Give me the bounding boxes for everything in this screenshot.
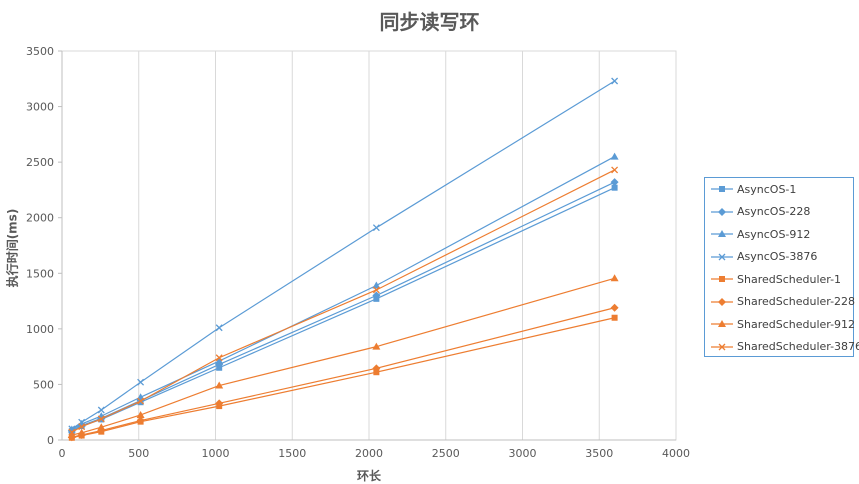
legend-swatch: [711, 276, 733, 282]
legend-item: SharedScheduler-3876: [711, 338, 859, 356]
point-marker: [719, 276, 725, 282]
point-marker: [719, 186, 725, 192]
point-marker: [78, 423, 86, 431]
legend: AsyncOS-1 AsyncOS-228 AsyncOS-912 AsyncOS-3…: [704, 177, 859, 357]
y-tick-label: 2500: [26, 156, 54, 169]
legend-item: AsyncOS-912: [711, 225, 810, 243]
legend-label: AsyncOS-3876: [737, 250, 818, 263]
point-marker: [215, 354, 223, 362]
legend-swatch: [711, 207, 733, 216]
point-marker: [611, 77, 619, 85]
x-tick-label: 3500: [585, 447, 613, 460]
chart-title: 同步读写环: [379, 10, 480, 34]
legend-label: SharedScheduler-912: [737, 317, 856, 331]
x-tick-label: 4000: [662, 447, 690, 460]
legend-label: AsyncOS-228: [737, 205, 811, 218]
point-marker: [97, 423, 106, 431]
point-marker: [136, 410, 145, 418]
legend-swatch: [711, 186, 733, 192]
x-tick-label: 1500: [278, 447, 306, 460]
legend-item: SharedScheduler-1: [711, 270, 841, 288]
point-marker: [610, 152, 619, 160]
series-AsyncOS-912: [67, 152, 619, 433]
point-marker: [611, 184, 618, 191]
point-marker: [610, 274, 619, 282]
point-marker: [215, 357, 224, 365]
point-marker: [372, 291, 381, 300]
point-marker: [68, 428, 76, 436]
point-marker: [137, 397, 145, 405]
x-tick-label: 0: [59, 447, 66, 460]
point-marker: [718, 230, 726, 237]
point-marker: [97, 406, 105, 414]
y-tick-label: 1000: [26, 323, 54, 336]
legend-label: SharedScheduler-1: [737, 272, 842, 286]
legend-swatch: [711, 230, 733, 237]
legend-label: SharedScheduler-228: [737, 295, 856, 308]
point-marker: [215, 381, 224, 389]
point-marker: [215, 324, 223, 332]
legend-item: AsyncOS-3876: [711, 248, 817, 266]
y-tick-label: 0: [47, 434, 54, 447]
series-line: [71, 156, 615, 430]
point-marker: [372, 342, 381, 350]
x-tick-label: 3000: [509, 447, 537, 460]
legend-item: SharedScheduler-912: [711, 315, 855, 333]
legend-label: AsyncOS-912: [737, 227, 811, 241]
point-marker: [718, 297, 726, 306]
series-SharedScheduler-228: [67, 303, 619, 442]
legend-item: SharedScheduler-228: [711, 293, 855, 311]
x-tick-label: 2000: [355, 447, 383, 460]
legend-item: AsyncOS-1: [711, 180, 796, 198]
point-marker: [77, 428, 86, 436]
x-tick-label: 2500: [432, 447, 460, 460]
legend-swatch: [711, 343, 733, 350]
point-marker: [372, 364, 381, 373]
y-tick-label: 2000: [26, 212, 54, 225]
x-tick-label: 500: [128, 447, 149, 460]
legend-swatch: [711, 297, 733, 306]
y-tick-label: 3500: [26, 45, 54, 58]
point-marker: [97, 415, 105, 423]
point-marker: [67, 430, 76, 438]
y-tick-label: 3000: [26, 101, 54, 114]
series-line: [71, 317, 615, 439]
legend-item: AsyncOS-228: [711, 203, 810, 221]
point-marker: [718, 253, 726, 260]
point-marker: [611, 314, 618, 321]
point-marker: [718, 343, 726, 350]
point-marker: [610, 178, 619, 187]
point-marker: [215, 399, 224, 408]
point-marker: [136, 416, 145, 425]
legend-swatch: [711, 320, 733, 327]
legend-swatch: [711, 253, 733, 260]
series-line: [71, 181, 615, 432]
series-SharedScheduler-912: [67, 274, 619, 438]
legend-label: AsyncOS-1: [737, 182, 797, 196]
series-SharedScheduler-1: [68, 314, 618, 441]
point-marker: [137, 378, 145, 386]
x-axis-title: 环长: [356, 469, 382, 483]
legend-label: SharedScheduler-3876: [737, 340, 859, 353]
series-line: [71, 80, 615, 430]
point-marker: [718, 320, 726, 327]
point-marker: [611, 166, 619, 174]
point-marker: [372, 281, 381, 289]
point-marker: [718, 207, 726, 216]
series-line: [71, 307, 615, 438]
y-tick-label: 500: [33, 378, 54, 391]
point-marker: [610, 303, 619, 312]
point-marker: [372, 224, 380, 232]
point-marker: [372, 286, 380, 294]
x-tick-label: 1000: [202, 447, 230, 460]
y-tick-label: 1500: [26, 267, 54, 280]
series-SharedScheduler-3876: [68, 166, 619, 436]
